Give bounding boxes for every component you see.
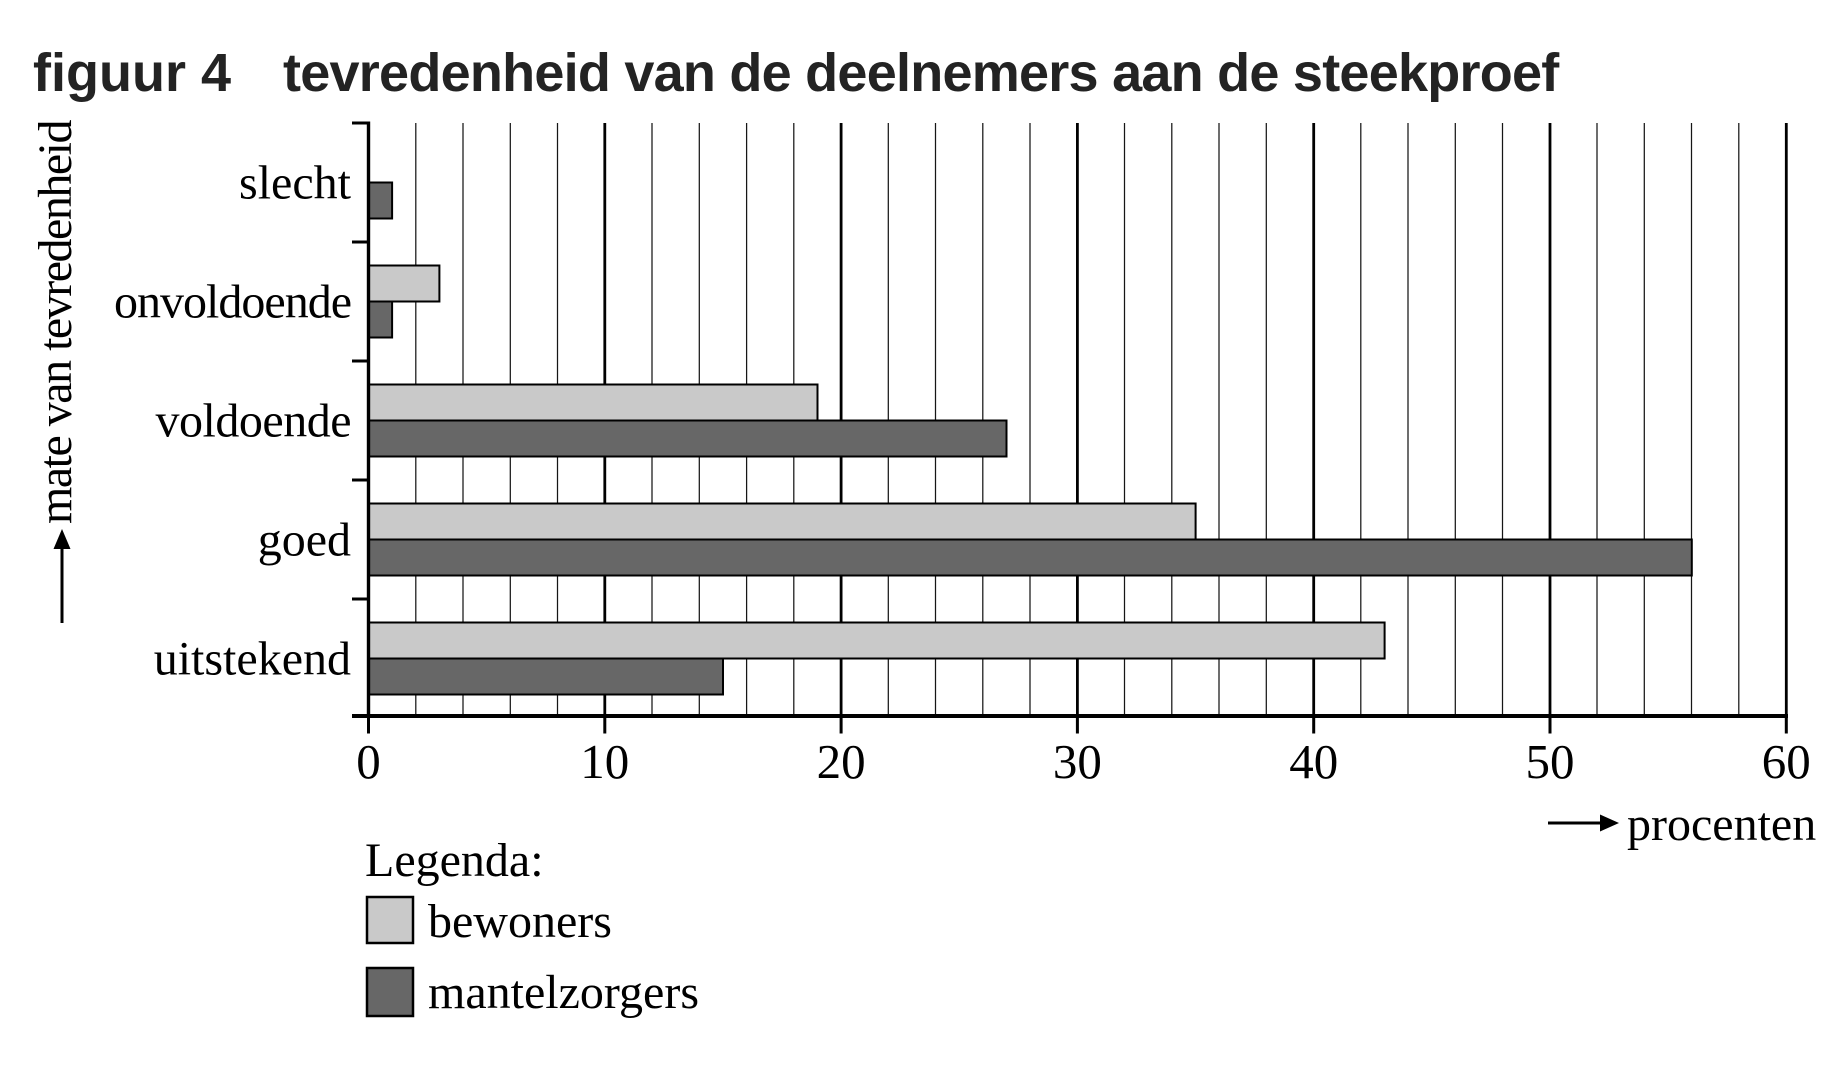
svg-text:uitstekend: uitstekend bbox=[154, 633, 351, 686]
svg-text:10: 10 bbox=[580, 734, 629, 789]
svg-text:40: 40 bbox=[1289, 734, 1338, 789]
svg-text:goed: goed bbox=[258, 514, 351, 567]
svg-text:tevredenheid van de deelnemers: tevredenheid van de deelnemers aan de st… bbox=[283, 43, 1560, 103]
svg-text:onvoldoende: onvoldoende bbox=[114, 276, 351, 329]
svg-text:bewoners: bewoners bbox=[428, 895, 612, 948]
svg-text:figuur 4: figuur 4 bbox=[33, 43, 231, 103]
svg-text:procenten: procenten bbox=[1627, 798, 1816, 851]
svg-text:30: 30 bbox=[1053, 734, 1102, 789]
svg-text:mantelzorgers: mantelzorgers bbox=[428, 966, 699, 1019]
svg-text:voldoende: voldoende bbox=[156, 395, 351, 448]
svg-text:mate van tevredenheid: mate van tevredenheid bbox=[29, 120, 82, 524]
svg-text:slecht: slecht bbox=[239, 157, 352, 210]
svg-text:Legenda:: Legenda: bbox=[365, 834, 544, 887]
svg-text:50: 50 bbox=[1526, 734, 1575, 789]
svg-text:20: 20 bbox=[817, 734, 866, 789]
svg-text:0: 0 bbox=[356, 734, 381, 789]
svg-text:60: 60 bbox=[1762, 734, 1811, 789]
